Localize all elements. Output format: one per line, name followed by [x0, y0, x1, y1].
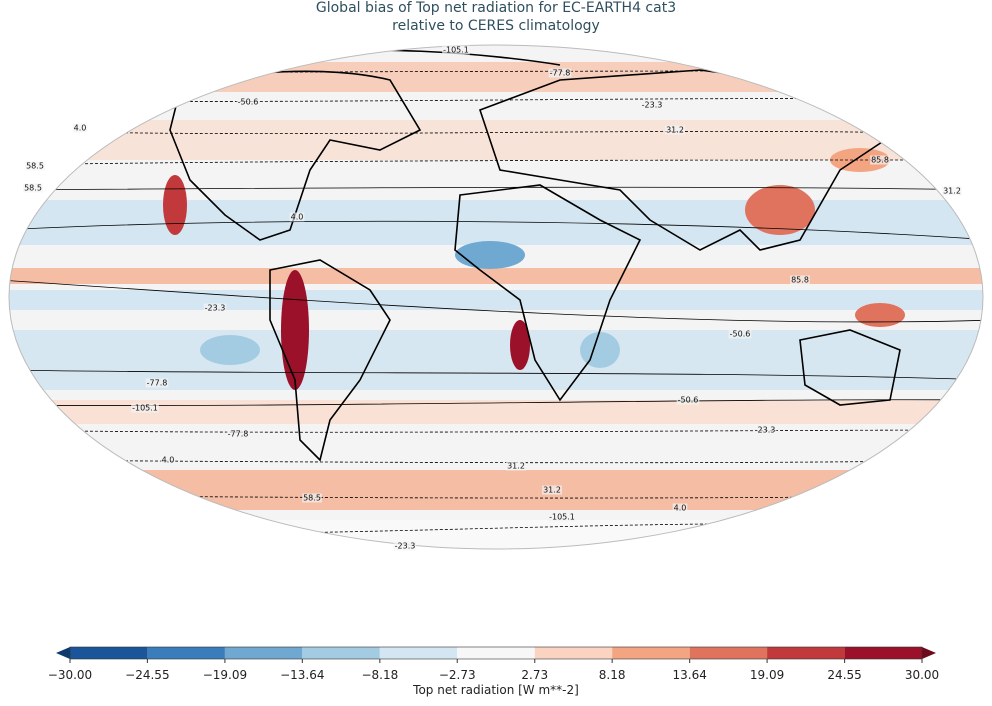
contour-label-bg	[72, 123, 88, 133]
contour-label-bg	[145, 378, 169, 388]
colorbar-segment	[767, 647, 845, 659]
contour-label-bg	[665, 125, 685, 135]
colorbar-tick-label: −13.64	[280, 668, 324, 682]
colorbar-segment	[224, 647, 303, 659]
contour-label-bg	[23, 183, 43, 193]
colorbar-tick-label: −30.00	[48, 668, 92, 682]
contour-label: -50.6	[678, 396, 699, 405]
contour-label-bg	[442, 45, 470, 55]
colorbar-extend-low	[56, 647, 70, 659]
colorbar-segment	[302, 647, 380, 659]
contour-label: -105.1	[443, 46, 469, 55]
colorbar-tick-label: 13.64	[673, 668, 707, 682]
colorbar-tick-label: −8.18	[361, 668, 398, 682]
contour-label: 31.2	[943, 187, 961, 196]
contour-label-bg	[131, 403, 159, 413]
colorbar-tick-label: 2.73	[521, 668, 548, 682]
contour-label: 31.2	[666, 126, 684, 135]
title: Global bias of Top net radiation for EC-…	[316, 0, 676, 16]
contour-label: 58.5	[24, 184, 42, 193]
contour-label-bg	[203, 303, 227, 313]
colorbar-segment	[534, 647, 613, 659]
contour-label: 58.5	[303, 494, 321, 503]
colorbar-extend-high	[922, 647, 936, 659]
contour-label-bg	[25, 161, 45, 171]
contour-label: -77.8	[228, 430, 249, 439]
globe-outline	[8, 44, 984, 550]
contour-label: 4.0	[74, 124, 87, 133]
contour-label: 31.2	[543, 486, 561, 495]
colorbar-segment	[147, 647, 225, 659]
contour-label: 31.2	[507, 462, 525, 471]
contour-label-bg	[753, 425, 777, 435]
colorbar-tick-label: −2.73	[439, 668, 476, 682]
contour-label-bg	[640, 100, 664, 110]
colorbar-tick-label: 19.09	[750, 668, 784, 682]
contour-label-bg	[672, 503, 688, 513]
colorbar-segment	[612, 647, 690, 659]
colorbar-tick-label: 30.00	[905, 668, 939, 682]
colorbar-segment	[844, 647, 922, 659]
colorbar-tick-label: −19.09	[203, 668, 247, 682]
contour-label: -77.8	[147, 379, 168, 388]
contour-label-bg	[226, 429, 250, 439]
contour-label: 4.0	[291, 213, 304, 222]
colorbar-segment	[457, 647, 535, 659]
contour-label: -23.3	[395, 542, 416, 551]
contour-label: 85.8	[791, 276, 809, 285]
contour-label-bg	[393, 541, 417, 551]
contour-label: -23.3	[205, 304, 226, 313]
contour-label-bg	[160, 455, 176, 465]
contour-label: 85.8	[871, 156, 889, 165]
colorbar-frame	[69, 646, 923, 660]
colorbar-label: Top net radiation [W m**-2]	[412, 683, 579, 697]
contour-label: 4.0	[674, 504, 687, 513]
colorbar-tick-label: 8.18	[599, 668, 626, 682]
contour-label: 58.5	[26, 162, 44, 171]
contour-label-bg	[548, 68, 572, 78]
contour-label-bg	[506, 461, 526, 471]
contour-label: -23.3	[642, 101, 663, 110]
contour-label-bg	[676, 395, 700, 405]
contour-label: -23.3	[755, 426, 776, 435]
colorbar-segment	[689, 647, 768, 659]
contour-label-bg	[870, 155, 890, 165]
contour-label-bg	[302, 493, 322, 503]
map-field	[9, 45, 983, 549]
contour-label: -105.1	[549, 513, 575, 522]
colorbar-segment	[379, 647, 458, 659]
contour-label: -77.8	[550, 69, 571, 78]
contour-label-bg	[942, 186, 962, 196]
colorbar-tick-label: 24.55	[827, 668, 861, 682]
contour-label-bg	[790, 275, 810, 285]
contour-label-bg	[542, 485, 562, 495]
subtitle: relative to CERES climatology	[392, 18, 600, 34]
contour-label-bg	[236, 97, 260, 107]
contour-label-bg	[548, 512, 576, 522]
colorbar-segment	[70, 647, 148, 659]
contour-label: -105.1	[132, 404, 158, 413]
contour-label: 4.0	[162, 456, 175, 465]
contour-label: -50.6	[730, 330, 751, 339]
contour-label-bg	[289, 212, 305, 222]
contour-label: -50.6	[238, 98, 259, 107]
colorbar-tick-label: −24.55	[125, 668, 169, 682]
contour-label-bg	[728, 329, 752, 339]
